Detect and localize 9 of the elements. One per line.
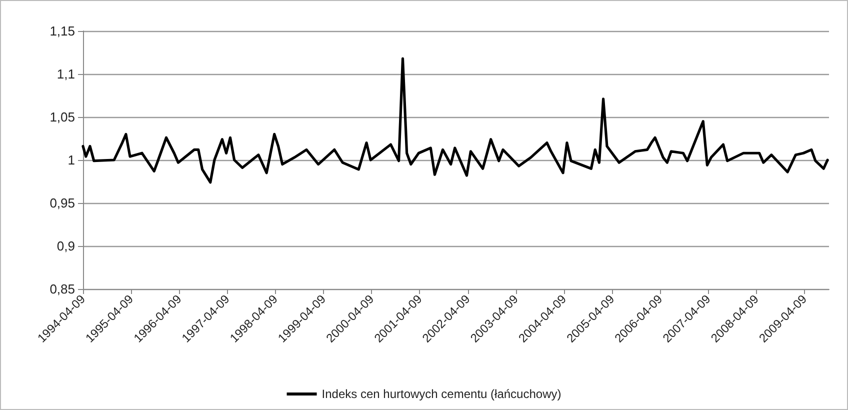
y-tick-label: 1,1 [56, 66, 75, 82]
y-tick-label: 1,15 [50, 24, 75, 38]
legend-label: Indeks cen hurtowych cementu (łańcuchowy) [322, 387, 562, 401]
y-tick-label: 1 [68, 152, 75, 168]
line-series [82, 57, 829, 184]
y-tick-label: 0,95 [50, 196, 75, 210]
y-tick-label: 0,85 [50, 282, 75, 296]
y-tick-label: 1,05 [50, 110, 75, 124]
y-tick-label: 0,9 [56, 238, 75, 254]
